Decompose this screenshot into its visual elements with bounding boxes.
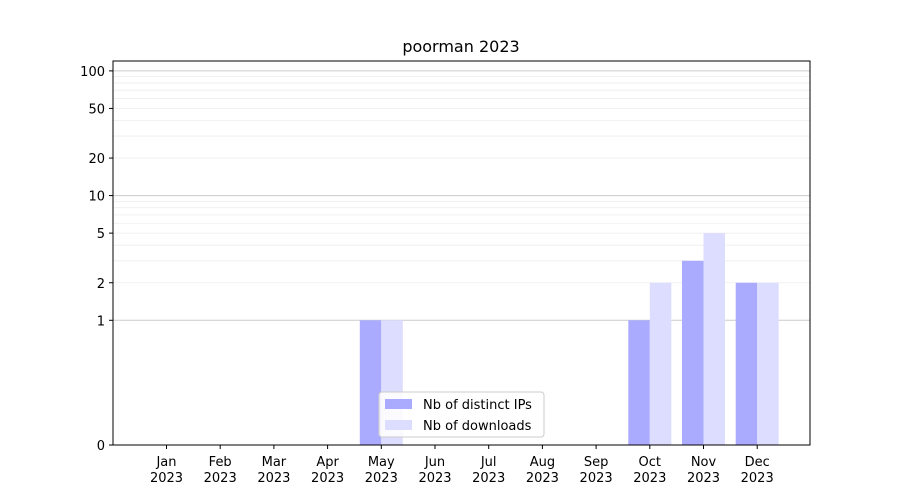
y-tick-label: 5 xyxy=(97,227,105,242)
legend-label: Nb of distinct IPs xyxy=(423,398,532,413)
x-tick-label-month: Feb xyxy=(209,455,232,470)
y-tick-label: 100 xyxy=(80,65,105,80)
x-tick-label-year: 2023 xyxy=(204,471,237,486)
x-tick-label-month: Jul xyxy=(480,455,497,470)
bar-distinct-ips xyxy=(628,320,650,445)
bar-downloads xyxy=(649,282,672,445)
legend-label: Nb of downloads xyxy=(423,419,532,434)
x-tick-label-year: 2023 xyxy=(418,471,451,486)
y-axis-ticks: 0 1 2 5 10 20 50 100 xyxy=(80,65,113,454)
bar-downloads xyxy=(757,282,779,445)
grid-lines xyxy=(113,70,810,321)
y-tick-label: 50 xyxy=(88,102,105,117)
y-tick-label: 10 xyxy=(88,190,105,205)
legend: Nb of distinct IPs Nb of downloads xyxy=(378,391,545,438)
y-tick-label: 1 xyxy=(97,314,105,329)
x-tick-label-year: 2023 xyxy=(526,471,559,486)
bars xyxy=(359,233,779,445)
x-axis-ticks: Jan2023Feb2023Mar2023Apr2023May2023Jun20… xyxy=(150,445,774,486)
x-tick-label-month: Sep xyxy=(584,455,609,470)
bar-distinct-ips xyxy=(359,320,382,445)
bar-downloads xyxy=(703,233,725,445)
x-tick-label-month: Mar xyxy=(262,455,287,470)
x-tick-label-month: Apr xyxy=(316,455,339,470)
x-tick-label-year: 2023 xyxy=(633,471,666,486)
y-tick-label: 0 xyxy=(97,439,105,454)
x-tick-label-year: 2023 xyxy=(365,471,398,486)
x-tick-label-month: Aug xyxy=(530,455,555,470)
bar-distinct-ips xyxy=(735,282,758,445)
x-tick-label-year: 2023 xyxy=(472,471,505,486)
x-tick-label-year: 2023 xyxy=(580,471,613,486)
bar-distinct-ips xyxy=(682,260,704,445)
legend-swatch xyxy=(385,399,412,409)
x-tick-label-year: 2023 xyxy=(311,471,344,486)
x-tick-label-year: 2023 xyxy=(741,471,774,486)
x-tick-label-month: Jun xyxy=(424,455,445,470)
x-tick-label-month: Jan xyxy=(155,455,176,470)
x-tick-label-year: 2023 xyxy=(257,471,290,486)
x-tick-label-month: May xyxy=(368,455,395,470)
axes xyxy=(112,60,811,446)
x-tick-label-month: Oct xyxy=(639,455,661,470)
legend-swatch xyxy=(385,420,412,430)
legend-box xyxy=(378,391,545,438)
x-tick-label-month: Nov xyxy=(691,455,717,470)
x-tick-label-month: Dec xyxy=(745,455,770,470)
y-tick-label: 2 xyxy=(97,277,105,292)
y-tick-label: 20 xyxy=(88,152,105,167)
x-tick-label-year: 2023 xyxy=(150,471,183,486)
chart-title: poorman 2023 xyxy=(402,37,519,56)
x-tick-label-year: 2023 xyxy=(687,471,720,486)
plot-frame xyxy=(112,60,811,446)
